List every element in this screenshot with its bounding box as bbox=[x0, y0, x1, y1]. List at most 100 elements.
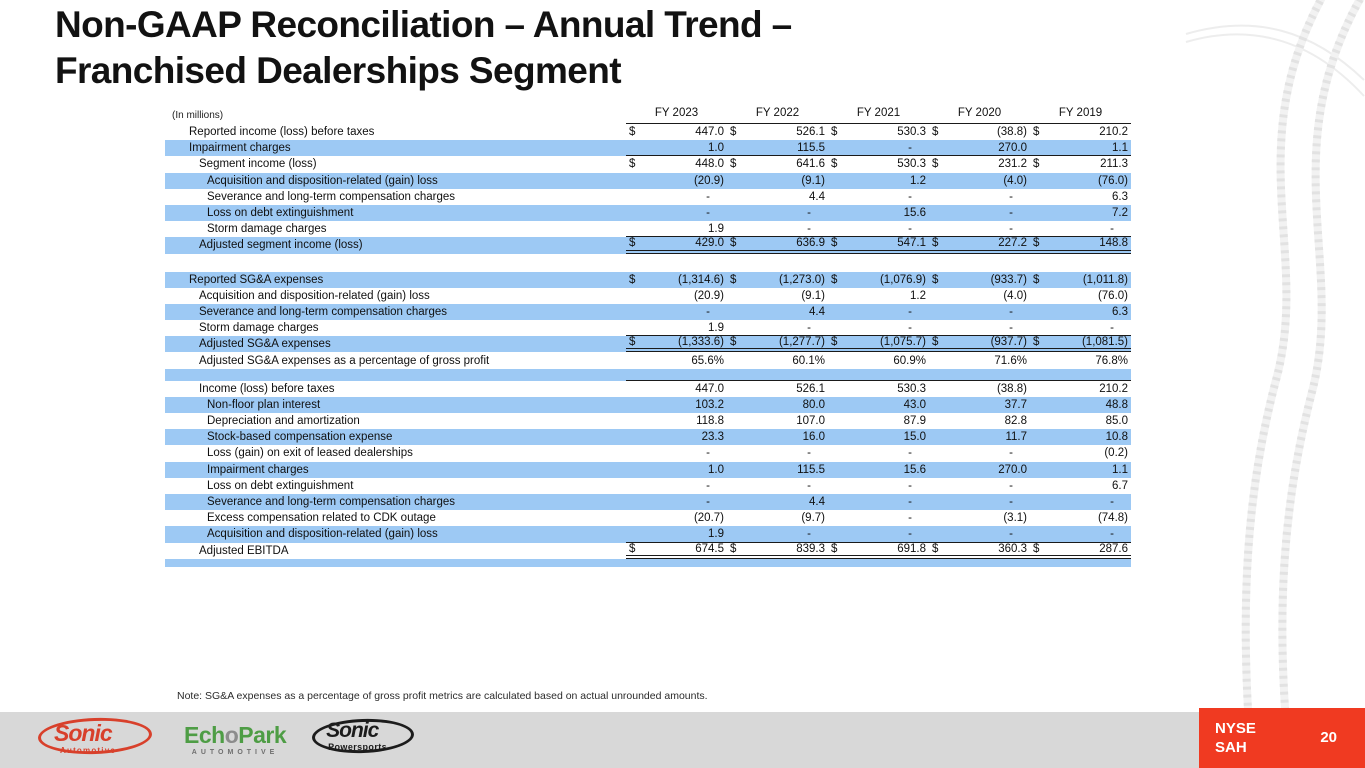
cell-value: (1,075.7) bbox=[879, 336, 926, 349]
sonic-powersports-subtext: Powersports bbox=[328, 742, 388, 752]
echopark-logo: EchoPark AUTOMOTIVE bbox=[184, 723, 287, 756]
row-label: Loss on debt extinguishment bbox=[207, 479, 354, 492]
cell-value: - bbox=[706, 479, 710, 492]
cell-value: 636.9 bbox=[796, 237, 825, 250]
row-values: - - - - 6.7 bbox=[626, 478, 1131, 494]
value-group: 60.9% bbox=[828, 355, 929, 367]
value-group: - bbox=[727, 322, 828, 334]
value-group: (76.0) bbox=[1030, 290, 1131, 302]
cell-value: - bbox=[706, 496, 710, 509]
cell-value: - bbox=[807, 321, 811, 334]
cell-value: 547.1 bbox=[897, 237, 926, 250]
cell-value: 65.6% bbox=[691, 354, 724, 367]
row-label: Storm damage charges bbox=[207, 223, 327, 236]
cell-value: 85.0 bbox=[1105, 415, 1128, 428]
value-group: 37.7 bbox=[929, 399, 1030, 411]
value-group: $526.1 bbox=[727, 126, 828, 138]
cell-value: - bbox=[1009, 496, 1013, 509]
row-label: Excess compensation related to CDK outag… bbox=[207, 512, 436, 525]
currency-symbol: $ bbox=[831, 158, 838, 171]
value-group: 6.3 bbox=[1030, 306, 1131, 318]
row-label: Depreciation and amortization bbox=[207, 415, 360, 428]
cell-value: 429.0 bbox=[695, 237, 724, 250]
row-values: $429.0 $636.9 $547.1 $227.2 $148.8 bbox=[626, 237, 1131, 254]
value-group: 11.7 bbox=[929, 431, 1030, 443]
currency-symbol: $ bbox=[1033, 158, 1040, 171]
cell-value: - bbox=[1009, 321, 1013, 334]
value-group: (76.0) bbox=[1030, 175, 1131, 187]
cell-value: (1,076.9) bbox=[879, 273, 926, 286]
cell-value: (3.1) bbox=[1003, 512, 1027, 525]
row-label: Adjusted SG&A expenses bbox=[199, 338, 331, 351]
value-group: $211.3 bbox=[1030, 158, 1131, 170]
cell-value: (38.8) bbox=[996, 126, 1027, 139]
cell-value: 6.7 bbox=[1112, 479, 1128, 492]
currency-symbol: $ bbox=[932, 273, 939, 286]
value-group: $ (1,333.6) bbox=[626, 336, 727, 348]
row-values: 23.3 16.0 15.0 11.7 10.8 bbox=[626, 429, 1131, 445]
row-label: Acquisition and disposition-related (gai… bbox=[199, 289, 430, 302]
table-row: Storm damage charges 1.9 - - - - bbox=[165, 221, 1131, 238]
row-label: Reported SG&A expenses bbox=[189, 273, 324, 286]
cell-value: 287.6 bbox=[1099, 542, 1128, 555]
currency-symbol: $ bbox=[932, 158, 939, 171]
cell-value: (1,011.8) bbox=[1082, 273, 1128, 286]
cell-value: (937.7) bbox=[990, 336, 1027, 349]
cell-value: - bbox=[1110, 496, 1114, 509]
cell-value: 15.6 bbox=[903, 207, 926, 220]
value-group: - bbox=[727, 223, 828, 235]
cell-value: - bbox=[807, 527, 811, 540]
row-values bbox=[626, 254, 1131, 272]
value-group: - bbox=[727, 480, 828, 492]
value-group: (0.2) bbox=[1030, 447, 1131, 459]
currency-symbol: $ bbox=[730, 336, 737, 349]
cell-value: 37.7 bbox=[1004, 398, 1027, 411]
cell-value: - bbox=[908, 141, 912, 154]
value-group: 6.3 bbox=[1030, 191, 1131, 203]
value-group: - bbox=[929, 447, 1030, 459]
column-header: FY 2020 bbox=[957, 106, 1002, 119]
table-row: Reported income (loss) before taxes $447.… bbox=[165, 124, 1131, 140]
cell-value: 211.3 bbox=[1100, 158, 1128, 171]
cell-value: (1,333.6) bbox=[677, 336, 724, 349]
table-row: Reported SG&A expenses $ (1,314.6) $ (1,273.… bbox=[165, 271, 1131, 288]
value-group: $287.6 bbox=[1030, 543, 1131, 555]
currency-symbol: $ bbox=[730, 158, 737, 171]
value-group: - bbox=[626, 447, 727, 459]
cell-value: (76.0) bbox=[1097, 174, 1128, 187]
cell-value: (1,273.0) bbox=[778, 273, 825, 286]
cell-value: 231.2 bbox=[998, 158, 1027, 171]
cell-value: - bbox=[908, 512, 912, 525]
value-group: $ (1,011.8) bbox=[1030, 274, 1131, 286]
value-group: - bbox=[929, 223, 1030, 235]
cell-value: - bbox=[807, 207, 811, 220]
cell-value: 7.2 bbox=[1112, 207, 1128, 220]
table-row: Income (loss) before taxes 447.0 526.1 530.… bbox=[165, 381, 1131, 397]
table-row: Severance and long-term compensation cha… bbox=[165, 189, 1131, 205]
cell-value: 82.8 bbox=[1004, 415, 1027, 428]
table-row: Impairment charges 1.0 115.5 - 270.0 1.1 bbox=[165, 140, 1131, 157]
cell-value: 115.5 bbox=[797, 463, 825, 476]
cell-value: 360.3 bbox=[998, 542, 1027, 555]
value-group: $839.3 bbox=[727, 543, 828, 555]
value-group: 15.6 bbox=[828, 207, 929, 219]
table-spacer-row bbox=[165, 254, 1131, 272]
value-group: 1.1 bbox=[1030, 142, 1131, 154]
cell-value: - bbox=[706, 305, 710, 318]
currency-symbol: $ bbox=[1033, 336, 1040, 349]
cell-value: (0.2) bbox=[1104, 447, 1128, 460]
value-group: $148.8 bbox=[1030, 237, 1131, 249]
cell-value: 4.4 bbox=[809, 496, 825, 509]
value-group: - bbox=[828, 447, 929, 459]
currency-symbol: $ bbox=[1033, 273, 1040, 286]
sonic-powersports-wordmark: Sonic bbox=[326, 719, 379, 742]
reconciliation-table: (In millions) FY 2023 FY 2022 FY 2021 FY 20… bbox=[165, 104, 1131, 567]
cell-value: 691.8 bbox=[897, 542, 926, 555]
value-group: 115.5 bbox=[727, 142, 828, 154]
row-values: - 4.4 - - 6.3 bbox=[626, 189, 1131, 205]
currency-symbol: $ bbox=[629, 158, 636, 171]
cell-value: - bbox=[1009, 305, 1013, 318]
value-group: - bbox=[727, 447, 828, 459]
value-group: - bbox=[626, 306, 727, 318]
column-header: FY 2019 bbox=[1058, 106, 1103, 119]
